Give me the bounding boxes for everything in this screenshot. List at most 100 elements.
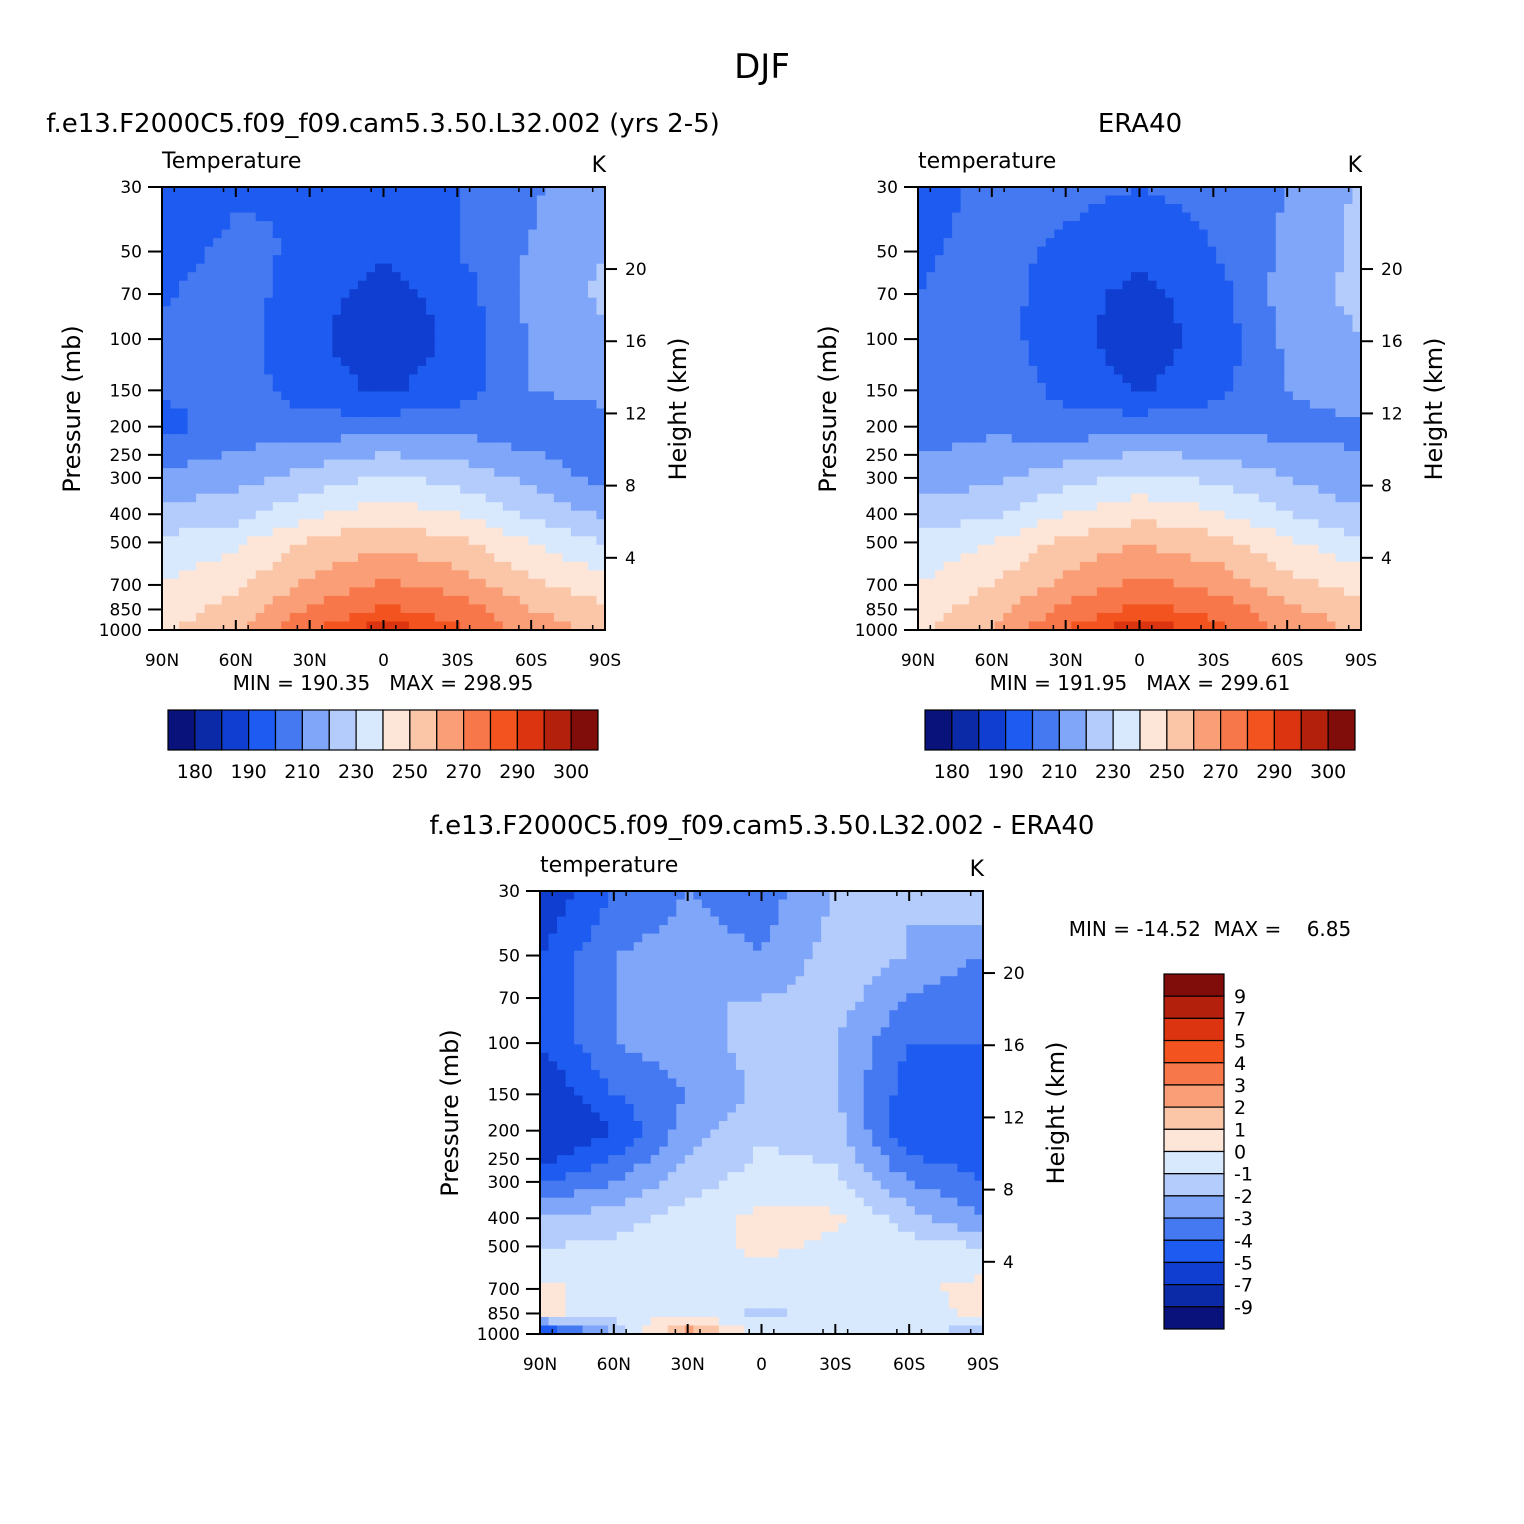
contour-cell <box>187 340 197 350</box>
contour-cell <box>451 612 461 623</box>
contour-cell <box>255 246 265 256</box>
contour-cell <box>960 331 970 341</box>
contour-cell <box>460 451 470 461</box>
contour-cell <box>1233 485 1243 495</box>
contour-cell <box>1250 246 1260 256</box>
contour-cell <box>1216 536 1226 546</box>
contour-cell <box>960 408 970 418</box>
contour-cell <box>1165 476 1175 486</box>
contour-cell <box>969 340 979 350</box>
contour-cell <box>221 221 231 231</box>
contour-cell <box>1037 323 1047 333</box>
contour-cell <box>1301 195 1311 205</box>
contour-cell <box>1156 468 1166 478</box>
contour-cell <box>570 314 581 324</box>
contour-cell <box>1037 272 1047 282</box>
contour-cell <box>187 434 197 444</box>
contour-cell <box>306 272 316 282</box>
contour-cell <box>1301 391 1311 401</box>
contour-cell <box>1182 417 1192 427</box>
contour-cell <box>1062 425 1072 435</box>
contour-cell <box>306 621 316 631</box>
contour-cell <box>1088 536 1098 546</box>
contour-cell <box>1079 238 1089 248</box>
contour-cell <box>204 425 214 435</box>
contour-cell <box>238 272 248 282</box>
contour-cell <box>383 238 393 248</box>
contour-cell <box>1233 238 1243 248</box>
contour-cell <box>468 229 478 239</box>
contour-cell <box>1156 425 1166 435</box>
contour-cell <box>409 536 419 546</box>
contour-cell <box>426 451 436 461</box>
contour-cell <box>502 468 512 478</box>
contour-cell <box>340 212 351 222</box>
contour-cell <box>1275 399 1285 410</box>
contour-cell <box>238 502 248 512</box>
contour-cell <box>170 195 180 205</box>
contour-cell <box>570 195 581 205</box>
contour-cell <box>952 348 962 358</box>
contour-cell <box>1216 306 1226 316</box>
contour-cell <box>238 604 248 614</box>
contour-cell <box>926 382 936 393</box>
contour-cell <box>969 195 979 205</box>
colorbar-box <box>409 709 438 751</box>
contour-cell <box>1045 212 1055 222</box>
contour-cell <box>587 340 598 350</box>
contour-cell <box>1165 391 1175 401</box>
contour-cell <box>477 434 487 444</box>
contour-cell <box>1199 221 1209 231</box>
contour-cell <box>264 221 274 231</box>
contour-cell <box>1258 365 1268 376</box>
contour-cell <box>1020 408 1030 418</box>
contour-cell <box>596 527 606 537</box>
contour-cell <box>230 527 240 537</box>
contour-cell <box>383 561 393 571</box>
contour-cell <box>494 323 504 333</box>
contour-cell <box>570 417 581 427</box>
contour-cell <box>1352 417 1362 427</box>
contour-cell <box>357 263 368 273</box>
contour-cell <box>306 331 316 341</box>
contour-cell <box>468 621 478 631</box>
contour-cell <box>306 280 316 290</box>
contour-cell <box>1343 502 1354 512</box>
contour-cell <box>1156 502 1166 512</box>
contour-cell <box>1071 306 1081 316</box>
contour-cell <box>366 365 376 376</box>
contour-cell <box>460 442 470 452</box>
contour-cell <box>477 357 487 367</box>
contour-cell <box>1352 340 1362 350</box>
contour-cell <box>298 604 308 614</box>
contour-cell <box>977 255 987 265</box>
contour-cell <box>1301 263 1311 273</box>
contour-cell <box>952 314 962 324</box>
contour-cell <box>579 536 589 546</box>
contour-cell <box>935 204 945 214</box>
contour-cell <box>935 476 945 486</box>
contour-cell <box>1216 187 1226 197</box>
contour-cell <box>986 399 996 410</box>
contour-cell <box>179 374 189 384</box>
contour-cell <box>528 408 538 418</box>
contour-cell <box>204 399 214 410</box>
contour-cell <box>579 306 589 316</box>
contour-cell <box>426 587 436 597</box>
contour-cell <box>494 553 504 563</box>
contour-cell <box>349 561 359 571</box>
contour-cell <box>213 621 223 631</box>
contour-cell <box>1062 280 1072 290</box>
contour-cell <box>315 425 325 435</box>
contour-cell <box>1088 306 1098 316</box>
contour-cell <box>943 468 953 478</box>
contour-cell <box>1003 536 1013 546</box>
contour-cell <box>204 374 214 384</box>
contour-cell <box>1233 434 1243 444</box>
contour-cell <box>1079 485 1089 495</box>
contour-cell <box>1122 314 1132 324</box>
contour-cell <box>264 382 274 393</box>
contour-cell <box>1165 536 1175 546</box>
contour-cell <box>434 323 444 333</box>
contour-cell <box>1182 323 1192 333</box>
